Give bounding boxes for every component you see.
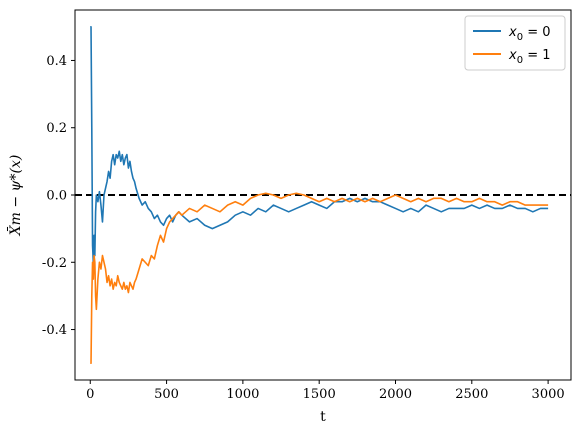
y-tick-label: 0.0 (46, 189, 67, 204)
y-axis-label: X̄m − ψ*(x) (6, 155, 24, 237)
plot-area (75, 26, 571, 364)
axes: 0 500 1000 1500 2000 2500 3000 0.4 0.2 0.0 -0.2 -0.… (6, 9, 572, 425)
x-tick-label: 0 (86, 387, 94, 402)
x-axis-label: t (320, 409, 326, 425)
y-tick-label: -0.2 (42, 256, 67, 271)
y-tick-label: 0.2 (46, 121, 67, 136)
series-line-1 (90, 192, 549, 364)
legend-label-0: x0 = 0 (508, 25, 551, 43)
x-tick-label: 3000 (532, 387, 565, 402)
x-tick-label: 1000 (226, 387, 259, 402)
legend-box (464, 15, 566, 71)
x-tick-label: 1500 (303, 387, 336, 402)
legend-label-1: x0 = 1 (508, 48, 551, 66)
y-tick-label: -0.4 (42, 323, 67, 338)
legend: x0 = 0 x0 = 1 (464, 15, 566, 71)
x-tick-label: 2500 (455, 387, 488, 402)
x-tick-label: 2000 (379, 387, 412, 402)
x-tick-label: 500 (154, 387, 179, 402)
y-tick-label: 0.4 (46, 54, 67, 69)
